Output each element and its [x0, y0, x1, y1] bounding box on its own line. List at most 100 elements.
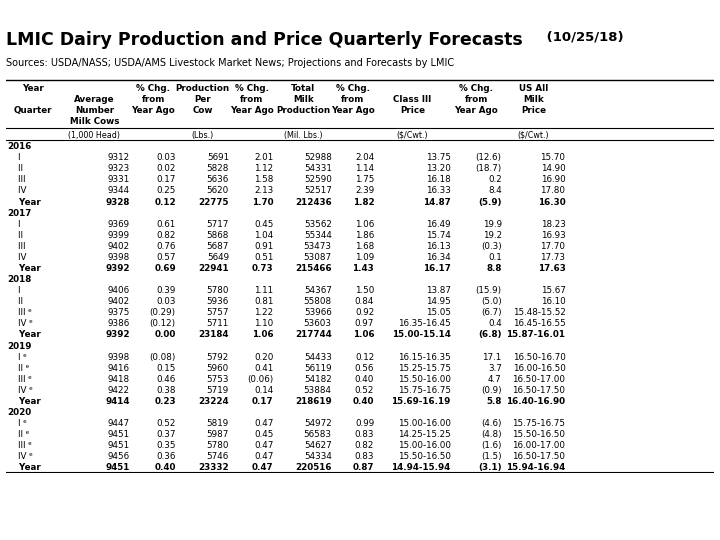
Text: Price: Price — [400, 106, 425, 115]
Text: I: I — [7, 286, 21, 295]
Text: III ᵉ: III ᵉ — [7, 441, 32, 450]
Text: 16.90: 16.90 — [541, 176, 565, 184]
Text: 0.35: 0.35 — [156, 441, 176, 450]
Text: (3.1): (3.1) — [478, 463, 502, 472]
Text: 9392: 9392 — [105, 330, 130, 340]
Text: 16.35-16.45: 16.35-16.45 — [398, 320, 451, 328]
Text: 23332: 23332 — [198, 463, 229, 472]
Text: Year: Year — [22, 84, 43, 93]
Text: 0.15: 0.15 — [156, 364, 176, 373]
Text: Year: Year — [7, 397, 41, 406]
Text: 0.02: 0.02 — [156, 164, 176, 173]
Text: % Chg.: % Chg. — [459, 84, 493, 93]
Text: 53884: 53884 — [304, 386, 332, 395]
Text: 0.20: 0.20 — [254, 353, 274, 362]
Text: II: II — [7, 231, 23, 240]
Text: 5792: 5792 — [207, 353, 229, 362]
Text: 2.13: 2.13 — [254, 186, 274, 195]
Text: (Mil. Lbs.): (Mil. Lbs.) — [284, 131, 323, 140]
Text: Per: Per — [194, 96, 211, 104]
Text: III ᵉ: III ᵉ — [7, 308, 32, 318]
Text: 5687: 5687 — [207, 242, 229, 251]
Text: IV: IV — [7, 253, 27, 262]
Text: 1.04: 1.04 — [254, 231, 274, 240]
Text: 9312: 9312 — [107, 153, 130, 162]
Text: (0.29): (0.29) — [150, 308, 176, 318]
Text: 0.52: 0.52 — [156, 419, 176, 428]
Text: I ᵉ: I ᵉ — [7, 353, 27, 362]
Text: 9375: 9375 — [107, 308, 130, 318]
Text: 14.94-15.94: 14.94-15.94 — [392, 463, 451, 472]
Text: 15.75-16.75: 15.75-16.75 — [513, 419, 565, 428]
Text: 0.99: 0.99 — [355, 419, 374, 428]
Text: 16.00-17.00: 16.00-17.00 — [513, 441, 565, 450]
Text: 53603: 53603 — [304, 320, 332, 328]
Text: (5.9): (5.9) — [478, 198, 502, 207]
Text: 5753: 5753 — [207, 375, 229, 384]
Text: 16.50-17.50: 16.50-17.50 — [513, 453, 565, 461]
Text: 1.11: 1.11 — [254, 286, 274, 295]
Text: 22941: 22941 — [198, 264, 229, 273]
Text: 9402: 9402 — [107, 297, 130, 306]
Text: 0.25: 0.25 — [156, 186, 176, 195]
Text: 5649: 5649 — [207, 253, 229, 262]
Text: 0.57: 0.57 — [156, 253, 176, 262]
Text: II ᵉ: II ᵉ — [7, 364, 30, 373]
Text: 0.97: 0.97 — [355, 320, 374, 328]
Text: 15.00-16.00: 15.00-16.00 — [397, 441, 451, 450]
Text: 1.70: 1.70 — [252, 198, 274, 207]
Text: Cow: Cow — [192, 106, 213, 115]
Text: 22775: 22775 — [199, 198, 229, 207]
Text: 16.13: 16.13 — [426, 242, 451, 251]
Text: 56119: 56119 — [304, 364, 332, 373]
Text: Year Ago: Year Ago — [131, 106, 175, 115]
Text: 14.95: 14.95 — [426, 297, 451, 306]
Text: 5936: 5936 — [207, 297, 229, 306]
Text: 0.1: 0.1 — [488, 253, 502, 262]
Text: II: II — [7, 164, 23, 173]
Text: (0.9): (0.9) — [481, 386, 502, 395]
Text: 2.04: 2.04 — [355, 153, 374, 162]
Text: 1.58: 1.58 — [254, 176, 274, 184]
Text: Year: Year — [7, 198, 41, 207]
Text: 5746: 5746 — [207, 453, 229, 461]
Text: 0.00: 0.00 — [154, 330, 176, 340]
Text: (0.3): (0.3) — [481, 242, 502, 251]
Text: 0.47: 0.47 — [254, 441, 274, 450]
Text: (4.6): (4.6) — [481, 419, 502, 428]
Text: 15.50-16.00: 15.50-16.00 — [397, 375, 451, 384]
Text: 0.38: 0.38 — [156, 386, 176, 395]
Text: 16.49: 16.49 — [426, 220, 451, 229]
Text: 220516: 220516 — [295, 463, 332, 472]
Text: 1.86: 1.86 — [355, 231, 374, 240]
Text: 0.40: 0.40 — [353, 397, 374, 406]
Text: 54972: 54972 — [304, 419, 332, 428]
Text: (1.5): (1.5) — [481, 453, 502, 461]
Text: 16.15-16.35: 16.15-16.35 — [398, 353, 451, 362]
Text: 9369: 9369 — [107, 220, 130, 229]
Text: 13.20: 13.20 — [426, 164, 451, 173]
Text: ($/Cwt.): ($/Cwt.) — [397, 131, 428, 140]
Text: 8.8: 8.8 — [486, 264, 502, 273]
Text: 215466: 215466 — [295, 264, 332, 273]
Text: 212436: 212436 — [295, 198, 332, 207]
Text: 218619: 218619 — [295, 397, 332, 406]
Text: (1.6): (1.6) — [481, 441, 502, 450]
Text: 9328: 9328 — [105, 198, 130, 207]
Text: % Chg.: % Chg. — [235, 84, 269, 93]
Text: 16.50-17.00: 16.50-17.00 — [513, 375, 565, 384]
Text: (6.8): (6.8) — [478, 330, 502, 340]
Text: 55808: 55808 — [304, 297, 332, 306]
Text: 5828: 5828 — [207, 164, 229, 173]
Text: 53966: 53966 — [304, 308, 332, 318]
Text: 9416: 9416 — [108, 364, 130, 373]
Text: 8.4: 8.4 — [488, 186, 502, 195]
Text: 16.30: 16.30 — [538, 198, 565, 207]
Text: 9399: 9399 — [107, 231, 130, 240]
Text: 15.05: 15.05 — [426, 308, 451, 318]
Text: IV ᵉ: IV ᵉ — [7, 453, 33, 461]
Text: 18.23: 18.23 — [541, 220, 565, 229]
Text: II: II — [7, 297, 23, 306]
Text: 9344: 9344 — [107, 186, 130, 195]
Text: Number: Number — [75, 106, 114, 115]
